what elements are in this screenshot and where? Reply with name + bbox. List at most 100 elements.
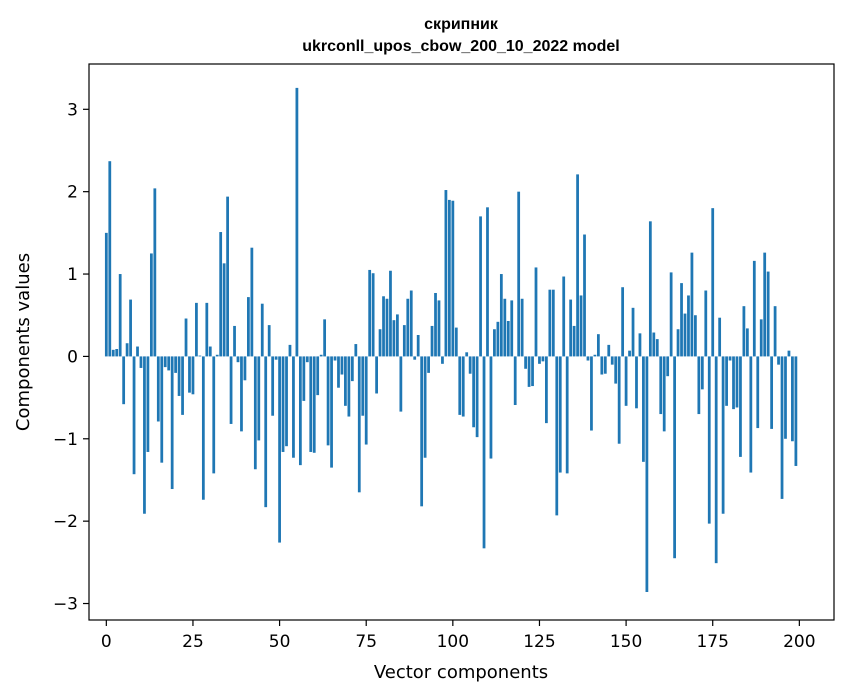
bar xyxy=(603,356,607,374)
bar xyxy=(548,289,552,357)
bar xyxy=(201,356,205,500)
bar xyxy=(122,356,126,405)
bar xyxy=(420,356,424,507)
bar xyxy=(344,356,347,406)
bar xyxy=(628,350,631,357)
bar xyxy=(593,354,597,357)
x-tick-label: 125 xyxy=(523,632,555,652)
bar xyxy=(219,232,223,357)
bar xyxy=(621,287,625,357)
bar xyxy=(551,289,555,357)
bar xyxy=(673,356,676,559)
y-tick-label: 2 xyxy=(67,183,78,203)
bar xyxy=(454,327,458,357)
bar xyxy=(742,306,746,357)
bar xyxy=(212,356,216,474)
y-tick-label: 3 xyxy=(67,100,78,120)
bar xyxy=(399,356,403,412)
y-tick-label: 1 xyxy=(67,265,78,285)
bar xyxy=(610,356,614,365)
bar xyxy=(278,356,281,543)
bar xyxy=(281,356,285,452)
y-axis-label: Components values xyxy=(13,253,34,431)
bar xyxy=(115,349,119,357)
bar xyxy=(434,292,437,357)
bar xyxy=(631,307,635,357)
bar xyxy=(496,321,500,357)
bar xyxy=(472,356,476,428)
x-tick-label: 200 xyxy=(783,632,815,652)
bar xyxy=(579,295,583,357)
bar xyxy=(385,298,389,357)
bar xyxy=(222,263,226,357)
bar xyxy=(181,356,184,415)
bar xyxy=(739,356,742,457)
bar xyxy=(648,221,652,357)
bar xyxy=(444,190,448,357)
y-axis-ticks: −3 −2 −1 0 1 2 3 xyxy=(53,100,89,615)
bar xyxy=(590,356,593,431)
bar xyxy=(423,356,427,458)
bar xyxy=(430,325,434,357)
bar xyxy=(683,313,687,357)
bar xyxy=(406,298,410,357)
bar xyxy=(562,276,566,357)
bar xyxy=(524,356,527,369)
bar xyxy=(711,208,715,357)
bar xyxy=(458,356,462,415)
bar xyxy=(350,356,354,382)
bar xyxy=(777,356,780,365)
bar xyxy=(437,300,441,357)
bar xyxy=(489,356,493,459)
bar xyxy=(136,346,139,357)
bar xyxy=(555,356,559,516)
bar xyxy=(364,356,368,445)
bar xyxy=(447,199,451,357)
bar xyxy=(312,356,316,453)
bar xyxy=(596,334,600,357)
y-tick-label: −1 xyxy=(53,430,78,450)
x-tick-label: 50 xyxy=(269,632,291,652)
bar xyxy=(274,356,278,360)
bar xyxy=(302,356,306,401)
bar xyxy=(357,356,361,493)
x-tick-label: 0 xyxy=(101,632,112,652)
bar xyxy=(503,298,507,357)
bar xyxy=(690,252,694,357)
bar xyxy=(718,317,722,357)
bar xyxy=(125,343,129,357)
bar xyxy=(368,269,372,357)
y-tick-label: −2 xyxy=(53,512,78,532)
bar xyxy=(396,314,399,357)
bar xyxy=(531,356,534,387)
bar xyxy=(569,299,573,357)
bar xyxy=(326,356,330,446)
bar xyxy=(174,356,178,373)
bar xyxy=(337,356,340,388)
bar xyxy=(340,356,344,375)
bar xyxy=(493,329,496,357)
bar xyxy=(375,356,378,394)
bar xyxy=(108,161,112,357)
bar xyxy=(749,356,753,473)
bar xyxy=(784,356,787,439)
bar xyxy=(669,272,673,357)
bar xyxy=(111,349,115,357)
bar xyxy=(104,232,108,357)
bar xyxy=(558,356,562,473)
bar xyxy=(240,356,243,432)
bar xyxy=(791,356,794,442)
bar xyxy=(721,356,725,514)
bar xyxy=(215,354,219,357)
bar xyxy=(770,356,774,429)
bar xyxy=(614,356,618,384)
bar xyxy=(257,356,261,441)
bar xyxy=(773,306,777,357)
bar xyxy=(756,356,760,429)
bar xyxy=(184,318,188,357)
bar xyxy=(759,319,763,357)
bar xyxy=(298,356,302,466)
bar xyxy=(794,356,798,466)
bar xyxy=(752,260,756,357)
bar xyxy=(402,325,406,357)
